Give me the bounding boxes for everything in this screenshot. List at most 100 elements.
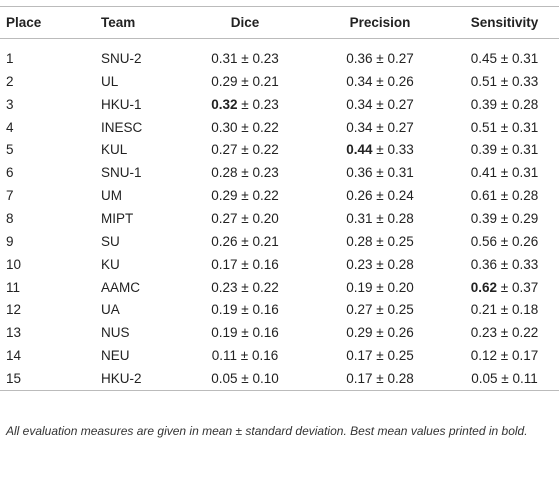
table-cell: 13: [6, 325, 22, 341]
table-cell: 0.19 ± 0.16: [211, 302, 279, 318]
table-cell: 0.05 ± 0.11: [471, 370, 538, 386]
table-cell: 8: [6, 210, 14, 226]
table-cell: 2: [6, 73, 14, 89]
table-cell: 15: [6, 370, 22, 386]
header-row: Place Team Dice Precision Sensitivity: [0, 6, 559, 39]
table-body: 1 SNU-2 0.31 ± 0.23 0.36 ± 0.27 0.45 ± 0.31 2…: [0, 39, 559, 391]
table-cell: 0.05 ± 0.10: [211, 370, 279, 386]
cell-text: ± 0.23: [237, 96, 279, 112]
table-cell: 0.17 ± 0.16: [211, 256, 279, 272]
table-cell: UA: [101, 302, 120, 318]
table-cell: 0.27 ± 0.22: [211, 142, 279, 158]
table-cell: 0.61 ± 0.28: [470, 188, 539, 204]
results-table: Place Team Dice Precision Sensitivity 1 SNU-2…: [0, 6, 559, 391]
table-row: 5 KUL 0.27 ± 0.22 0.44 ± 0.33 0.39 ± 0.31: [0, 138, 559, 161]
table-cell: 0.27 ± 0.20: [211, 210, 279, 226]
column-header: Precision: [349, 15, 411, 30]
table-row: 8 MIPT 0.27 ± 0.20 0.31 ± 0.28 0.39 ± 0.29: [0, 207, 559, 230]
table-cell: 0.56 ± 0.26: [470, 233, 539, 249]
table-row: 15 HKU-2 0.05 ± 0.10 0.17 ± 0.28 0.05 ± 0.11: [0, 367, 559, 391]
table-cell: 3: [6, 96, 14, 112]
table-cell: 0.29 ± 0.22: [211, 188, 279, 204]
table-cell: 0.27 ± 0.25: [346, 302, 414, 318]
table-cell: 0.29 ± 0.21: [211, 73, 279, 89]
table-cell: HKU-1: [101, 96, 142, 112]
table-cell: 0.23 ± 0.28: [346, 256, 414, 272]
table-cell: KU: [101, 256, 120, 272]
table-cell: MIPT: [101, 210, 134, 226]
table-cell: 0.36 ± 0.33: [470, 256, 539, 272]
table-cell: 7: [6, 188, 14, 204]
table-cell: 14: [6, 348, 22, 364]
table-cell: 0.19 ± 0.20: [346, 279, 414, 295]
table-cell: NUS: [101, 325, 130, 341]
table-cell: 0.51 ± 0.33: [470, 73, 539, 89]
table-cell: HKU-2: [101, 370, 142, 386]
table-cell: AAMC: [101, 279, 141, 295]
table-row: 4 INESC 0.30 ± 0.22 0.34 ± 0.27 0.51 ± 0.31: [0, 116, 559, 139]
table-header: Place Team Dice Precision Sensitivity: [0, 6, 559, 39]
table-cell: 0.17 ± 0.28: [346, 370, 414, 386]
table-cell: 0.12 ± 0.17: [470, 348, 539, 364]
table-cell: 12: [6, 302, 22, 318]
column-header: Team: [101, 15, 136, 30]
table-cell: 0.28 ± 0.23: [211, 165, 279, 181]
table-cell: 0.28 ± 0.25: [346, 233, 414, 249]
table-cell: 0.11 ± 0.16: [211, 348, 279, 364]
table-row: 1 SNU-2 0.31 ± 0.23 0.36 ± 0.27 0.45 ± 0.31: [0, 39, 559, 70]
table-row: 12 UA 0.19 ± 0.16 0.27 ± 0.25 0.21 ± 0.18: [0, 298, 559, 321]
table-row: 3 HKU-1 0.32 ± 0.23 0.34 ± 0.27 0.39 ± 0.28: [0, 93, 559, 116]
table-cell: 0.44 ± 0.33: [310, 138, 450, 161]
table-cell: INESC: [101, 119, 143, 135]
table-cell: 0.26 ± 0.24: [346, 188, 414, 204]
table-cell: 0.31 ± 0.28: [346, 210, 414, 226]
column-header: Sensitivity: [470, 15, 539, 30]
table-cell: 0.23 ± 0.22: [211, 279, 279, 295]
best-value: 0.62: [470, 279, 498, 295]
table-cell: 0.26 ± 0.21: [211, 233, 279, 249]
table-cell: 6: [6, 165, 14, 181]
table-cell: 0.21 ± 0.18: [470, 302, 539, 318]
table-cell: 0.41 ± 0.31: [470, 165, 539, 181]
table-row: 14 NEU 0.11 ± 0.16 0.17 ± 0.25 0.12 ± 0.17: [0, 344, 559, 367]
table-cell: SNU-1: [101, 165, 142, 181]
table-row: 10 KU 0.17 ± 0.16 0.23 ± 0.28 0.36 ± 0.33: [0, 253, 559, 276]
table-cell: 0.62 ± 0.37: [450, 276, 559, 299]
table-cell: 1: [6, 50, 14, 66]
table-row: 2 UL 0.29 ± 0.21 0.34 ± 0.26 0.51 ± 0.33: [0, 70, 559, 93]
table-cell: 0.36 ± 0.31: [346, 165, 414, 181]
best-value: 0.44: [346, 142, 373, 158]
table-cell: NEU: [101, 348, 130, 364]
table-cell: 0.39 ± 0.28: [470, 96, 539, 112]
column-header: Place: [6, 15, 42, 30]
table-cell: 0.36 ± 0.27: [346, 50, 414, 66]
cell-text: ± 0.33: [372, 142, 414, 158]
table-cell: UM: [101, 188, 122, 204]
table-cell: 0.34 ± 0.27: [346, 96, 414, 112]
table-row: 9 SU 0.26 ± 0.21 0.28 ± 0.25 0.56 ± 0.26: [0, 230, 559, 253]
column-header: Dice: [230, 15, 260, 30]
table-cell: 5: [6, 142, 14, 158]
table-cell: 0.34 ± 0.26: [346, 73, 414, 89]
table-cell: KUL: [101, 142, 128, 158]
table-cell: 0.51 ± 0.31: [470, 119, 539, 135]
table-cell: 10: [6, 256, 22, 272]
table-cell: 0.34 ± 0.27: [346, 119, 414, 135]
table-row: 11 AAMC 0.23 ± 0.22 0.19 ± 0.20 0.62 ± 0.37: [0, 276, 559, 299]
table-cell: 0.29 ± 0.26: [346, 325, 414, 341]
table-cell: SNU-2: [101, 50, 142, 66]
cell-text: ± 0.37: [497, 279, 539, 295]
table-row: 13 NUS 0.19 ± 0.16 0.29 ± 0.26 0.23 ± 0.22: [0, 321, 559, 344]
table-cell: 0.45 ± 0.31: [470, 50, 539, 66]
table-cell: 0.31 ± 0.23: [211, 50, 279, 66]
table-row: 7 UM 0.29 ± 0.22 0.26 ± 0.24 0.61 ± 0.28: [0, 184, 559, 207]
table-row: 6 SNU-1 0.28 ± 0.23 0.36 ± 0.31 0.41 ± 0.31: [0, 161, 559, 184]
table-cell: 9: [6, 233, 14, 249]
table-cell: 0.39 ± 0.31: [470, 142, 539, 158]
footnote: All evaluation measures are given in mea…: [6, 424, 528, 438]
table-cell: SU: [101, 233, 120, 249]
table-cell: 4: [6, 119, 14, 135]
table-cell: 0.30 ± 0.22: [211, 119, 279, 135]
table-cell: 0.32 ± 0.23: [180, 93, 310, 116]
